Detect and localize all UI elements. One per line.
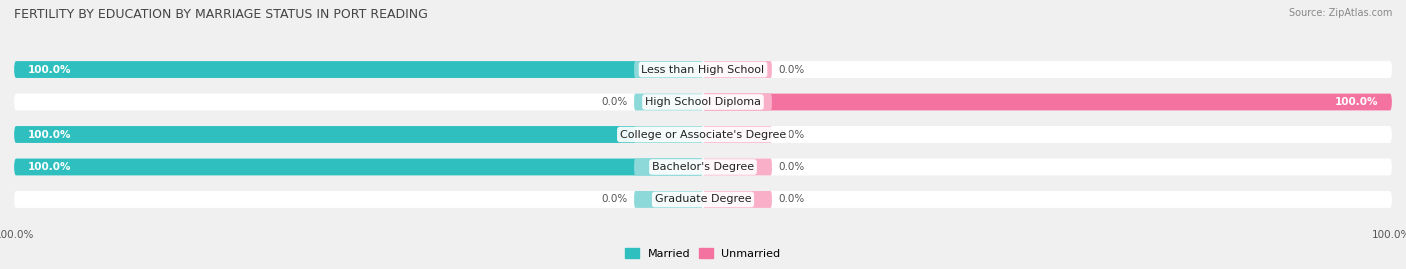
Text: 0.0%: 0.0% bbox=[779, 129, 806, 140]
Text: 100.0%: 100.0% bbox=[28, 129, 72, 140]
FancyBboxPatch shape bbox=[703, 126, 772, 143]
FancyBboxPatch shape bbox=[634, 126, 703, 143]
FancyBboxPatch shape bbox=[14, 61, 1392, 78]
FancyBboxPatch shape bbox=[634, 191, 703, 208]
FancyBboxPatch shape bbox=[14, 191, 1392, 208]
Text: 0.0%: 0.0% bbox=[779, 194, 806, 204]
FancyBboxPatch shape bbox=[14, 158, 703, 175]
Legend: Married, Unmarried: Married, Unmarried bbox=[621, 243, 785, 263]
FancyBboxPatch shape bbox=[14, 94, 1392, 111]
FancyBboxPatch shape bbox=[634, 94, 703, 111]
FancyBboxPatch shape bbox=[703, 94, 772, 111]
Text: College or Associate's Degree: College or Associate's Degree bbox=[620, 129, 786, 140]
FancyBboxPatch shape bbox=[634, 158, 703, 175]
FancyBboxPatch shape bbox=[14, 126, 703, 143]
Text: 0.0%: 0.0% bbox=[600, 97, 627, 107]
Text: 0.0%: 0.0% bbox=[779, 162, 806, 172]
FancyBboxPatch shape bbox=[703, 61, 772, 78]
FancyBboxPatch shape bbox=[703, 158, 772, 175]
FancyBboxPatch shape bbox=[14, 158, 1392, 175]
Text: 0.0%: 0.0% bbox=[779, 65, 806, 75]
Text: 100.0%: 100.0% bbox=[28, 65, 72, 75]
Text: High School Diploma: High School Diploma bbox=[645, 97, 761, 107]
FancyBboxPatch shape bbox=[703, 191, 772, 208]
FancyBboxPatch shape bbox=[634, 61, 703, 78]
FancyBboxPatch shape bbox=[14, 126, 1392, 143]
FancyBboxPatch shape bbox=[703, 94, 1392, 111]
Text: Graduate Degree: Graduate Degree bbox=[655, 194, 751, 204]
Text: Less than High School: Less than High School bbox=[641, 65, 765, 75]
FancyBboxPatch shape bbox=[14, 61, 703, 78]
Text: 100.0%: 100.0% bbox=[1334, 97, 1378, 107]
Text: 100.0%: 100.0% bbox=[28, 162, 72, 172]
Text: Source: ZipAtlas.com: Source: ZipAtlas.com bbox=[1288, 8, 1392, 18]
Text: Bachelor's Degree: Bachelor's Degree bbox=[652, 162, 754, 172]
Text: 0.0%: 0.0% bbox=[600, 194, 627, 204]
Text: FERTILITY BY EDUCATION BY MARRIAGE STATUS IN PORT READING: FERTILITY BY EDUCATION BY MARRIAGE STATU… bbox=[14, 8, 427, 21]
